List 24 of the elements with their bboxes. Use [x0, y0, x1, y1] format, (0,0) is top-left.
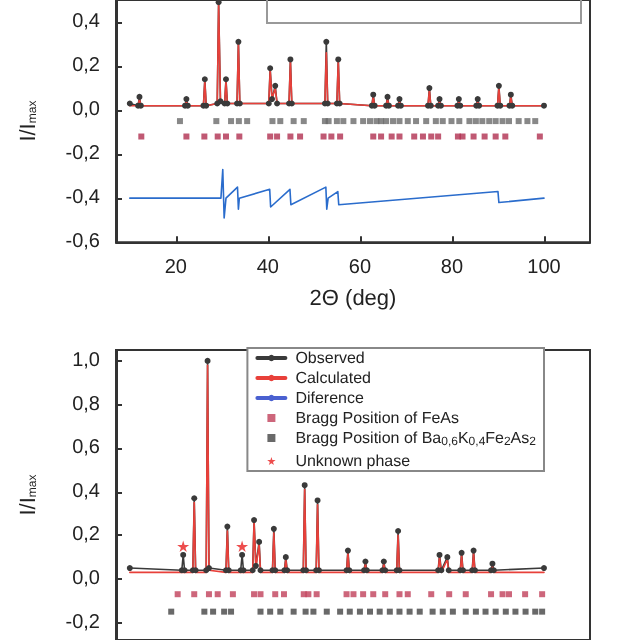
y-tick-label: 0,2: [72, 55, 101, 78]
x-tick-label: 20: [164, 257, 188, 280]
legend-label: Observed: [295, 349, 365, 367]
y-tick-label: -0,2: [65, 611, 101, 634]
y-tick-label: 0,0: [72, 99, 101, 122]
y-tick-label: -0,2: [65, 143, 101, 166]
y-tick-label: 0,4: [72, 11, 101, 34]
y-tick-label: 0,4: [72, 480, 101, 503]
x-tick-label: 60: [348, 257, 372, 280]
legend-label: Calculated: [295, 369, 372, 387]
y-tick-label: 0,2: [72, 524, 101, 547]
y-tick-label: -0,4: [65, 187, 101, 210]
legend-label: Bragg Position of FeAs: [295, 409, 460, 427]
y-tick-label: 0,6: [72, 437, 101, 460]
x-tick-label: 80: [440, 257, 464, 280]
y-tick-label: -0,6: [65, 231, 101, 254]
legend-label: Diference: [295, 389, 365, 407]
legend-label: Unknown phase: [295, 452, 412, 470]
y-tick-label: 1,0: [72, 349, 101, 372]
x-tick-label: 100: [527, 257, 562, 280]
y-tick-label: 0,0: [72, 567, 101, 590]
x-tick-label: 40: [256, 257, 280, 280]
y-tick-label: 0,8: [72, 393, 101, 416]
x-axis-title: 2Θ (deg): [309, 287, 397, 311]
